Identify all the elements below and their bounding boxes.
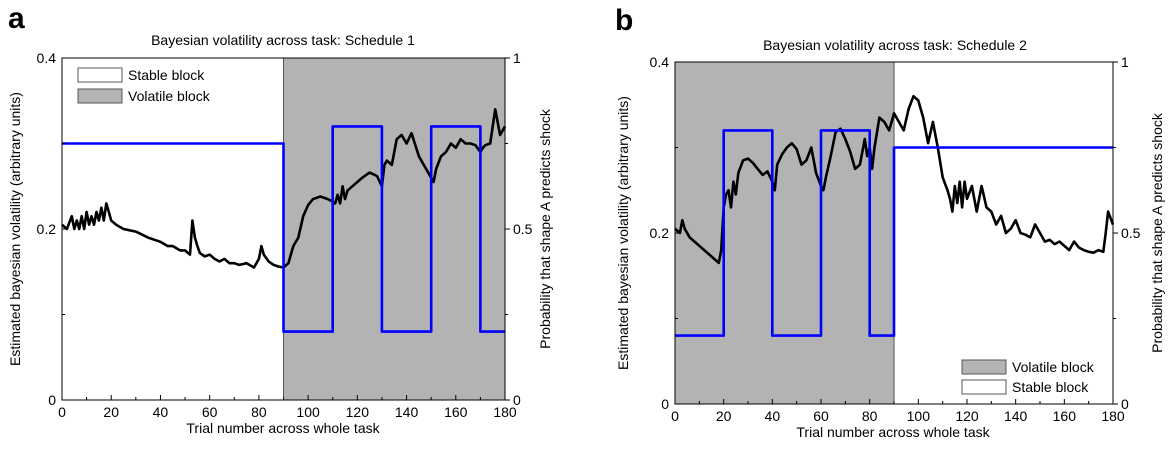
x-axis-label-b: Trial number across whole task (796, 424, 990, 440)
x-tick-label: 80 (251, 404, 267, 420)
panel-a: a Bayesian volatility across task: Sched… (7, 2, 553, 436)
x-tick-label: 120 (955, 408, 979, 424)
x-axis-b: 0 20 40 60 80 100 120 140 160 180 (671, 399, 1125, 424)
x-tick-label: 160 (444, 404, 468, 420)
plot-area-b (674, 61, 1115, 405)
y-tick-label: 0.4 (650, 54, 670, 70)
y-axis-right-a: 00.51 (505, 50, 533, 408)
legend-swatch-volatile-a (77, 88, 123, 104)
legend-label-stable-b: Stable block (1012, 379, 1089, 395)
y2-tick-label: 0 (1121, 396, 1129, 412)
x-axis-a: 0 20 40 60 80 100 120 140 160 180 (58, 395, 517, 420)
chart-title-b: Bayesian volatility across task: Schedul… (763, 37, 1027, 53)
panel-b: b Bayesian volatility across task: Sched… (615, 4, 1165, 440)
y2-axis-label-a: Probability that shape A predicts shock (537, 108, 553, 349)
legend-swatch-stable-b (961, 379, 1007, 395)
volatility-line-b (674, 94, 1115, 265)
y-tick-label: 0 (48, 392, 56, 408)
x-tick-label: 140 (395, 404, 419, 420)
y2-axis-label-b: Probability that shape A predicts shock (1149, 112, 1165, 353)
y-tick-label: 0.4 (37, 50, 57, 66)
x-tick-label: 0 (671, 408, 679, 424)
x-tick-label: 60 (202, 404, 218, 420)
probability-line-a (62, 125, 505, 333)
x-tick-label: 180 (493, 404, 517, 420)
volatile-block-region-b (674, 61, 895, 405)
x-tick-label: 20 (103, 404, 119, 420)
x-tick-label: 20 (716, 408, 732, 424)
volatility-line-a (61, 108, 507, 269)
y2-tick-label: 1 (1121, 54, 1129, 70)
x-tick-label: 40 (765, 408, 781, 424)
x-tick-label: 0 (58, 404, 66, 420)
panel-letter-a: a (8, 2, 25, 35)
y2-tick-label: 0.5 (513, 221, 533, 237)
plot-area-a (61, 57, 507, 401)
y-axis-label-b: Estimated bayesian volatility (arbitrary… (615, 96, 631, 370)
legend-a: Stable block Volatile block (77, 67, 211, 104)
x-tick-label: 100 (907, 408, 931, 424)
legend-swatch-volatile-b (961, 359, 1007, 375)
x-tick-label: 120 (346, 404, 370, 420)
y-tick-label: 0.2 (650, 225, 670, 241)
legend-label-volatile-a: Volatile block (128, 88, 211, 104)
x-tick-label: 140 (1004, 408, 1028, 424)
x-axis-label-a: Trial number across whole task (186, 420, 380, 436)
chart-title-a: Bayesian volatility across task: Schedul… (151, 32, 415, 48)
y-tick-label: 0 (661, 396, 669, 412)
x-tick-label: 40 (153, 404, 169, 420)
y2-tick-label: 0 (513, 392, 521, 408)
y-axis-left-b: 0 0.2 0.4 (650, 54, 680, 412)
legend-label-volatile-b: Volatile block (1012, 359, 1095, 375)
panel-letter-b: b (615, 4, 633, 37)
probability-line-b (675, 129, 1113, 337)
x-tick-label: 60 (813, 408, 829, 424)
legend-swatch-stable-a (77, 67, 123, 83)
x-tick-label: 180 (1101, 408, 1125, 424)
y2-tick-label: 0.5 (1121, 225, 1141, 241)
y2-tick-label: 1 (513, 50, 521, 66)
x-tick-label: 160 (1053, 408, 1077, 424)
y-axis-right-b: 00.51 (1113, 54, 1141, 412)
legend-b: Volatile block Stable block (961, 359, 1095, 395)
x-tick-label: 100 (296, 404, 320, 420)
y-axis-label-a: Estimated bayesian volatility (arbitrary… (7, 92, 23, 366)
y-axis-left-a: 0 0.2 0.4 (37, 50, 67, 408)
x-tick-label: 80 (862, 408, 878, 424)
y-tick-label: 0.2 (37, 221, 57, 237)
volatile-block-region-a (283, 57, 506, 401)
legend-label-stable-a: Stable block (128, 67, 205, 83)
